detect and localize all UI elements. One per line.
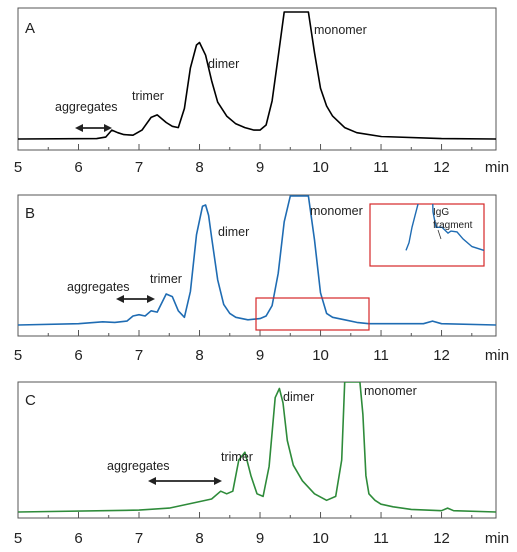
x-tick-label: 9: [256, 159, 264, 176]
x-unit-label: min: [485, 347, 509, 364]
inset-pointer: [437, 229, 442, 240]
x-tick-label: 10: [312, 159, 329, 176]
aggregates-arrow-head-right: [104, 124, 112, 132]
plot-frame: [17, 7, 497, 151]
x-tick-label: 12: [433, 347, 450, 364]
x-tick-label: 9: [256, 347, 264, 364]
x-tick-label: 5: [14, 530, 22, 547]
aggregates-arrow-head-left: [116, 295, 124, 303]
dimer-annotation: dimer: [208, 57, 239, 71]
dimer-annotation: dimer: [218, 225, 249, 239]
aggregates-arrow-head-right: [214, 477, 222, 485]
x-tick-label: 12: [433, 530, 450, 547]
x-tick-label: 11: [373, 530, 389, 547]
x-tick-label: 10: [312, 530, 329, 547]
panel-label: B: [25, 205, 35, 222]
x-tick-label: 9: [256, 530, 264, 547]
dimer-annotation: dimer: [283, 390, 314, 404]
x-unit-label: min: [485, 159, 509, 176]
x-tick-label: 6: [74, 530, 82, 547]
plot-frame: [17, 381, 497, 519]
inset-box: [369, 203, 485, 267]
panel-label: C: [25, 392, 36, 409]
x-unit-label: min: [485, 530, 509, 547]
x-tick-label: 12: [433, 159, 450, 176]
x-tick-label: 7: [135, 530, 143, 547]
monomer-annotation: monomer: [364, 384, 417, 398]
x-tick-label: 5: [14, 159, 22, 176]
inset-trace-tail: [432, 204, 484, 252]
x-tick-label: 6: [74, 159, 82, 176]
monomer-annotation: monomer: [314, 23, 367, 37]
x-tick-label: 6: [74, 347, 82, 364]
x-tick-label: 11: [373, 347, 389, 364]
x-tick-label: 7: [135, 347, 143, 364]
monomer-annotation: monomer: [310, 204, 363, 218]
aggregates-arrow-head-left: [75, 124, 83, 132]
trimer-annotation: trimer: [150, 272, 182, 286]
trimer-annotation: trimer: [132, 89, 164, 103]
aggregates-annotation: aggregates: [67, 280, 130, 294]
aggregates-annotation: aggregates: [107, 459, 170, 473]
x-tick-label: 11: [373, 159, 389, 176]
trimer-annotation: trimer: [221, 450, 253, 464]
aggregates-arrow-head-right: [147, 295, 155, 303]
x-tick-label: 8: [195, 347, 203, 364]
series-trace: [18, 11, 496, 140]
inset-label-igg: IgG: [433, 207, 449, 218]
aggregates-arrow-head-left: [148, 477, 156, 485]
x-tick-label: 8: [195, 159, 203, 176]
series-trace: [18, 382, 496, 513]
zoom-region-box: [255, 297, 370, 331]
x-tick-label: 5: [14, 347, 22, 364]
inset-label-fragment: fragment: [433, 220, 473, 231]
series-trace: [18, 195, 496, 326]
x-tick-label: 7: [135, 159, 143, 176]
x-tick-label: 8: [195, 530, 203, 547]
plot-frame: [17, 194, 497, 337]
panel-label: A: [25, 20, 35, 37]
inset-trace-rising: [405, 204, 419, 251]
aggregates-annotation: aggregates: [55, 100, 118, 114]
x-tick-label: 10: [312, 347, 329, 364]
